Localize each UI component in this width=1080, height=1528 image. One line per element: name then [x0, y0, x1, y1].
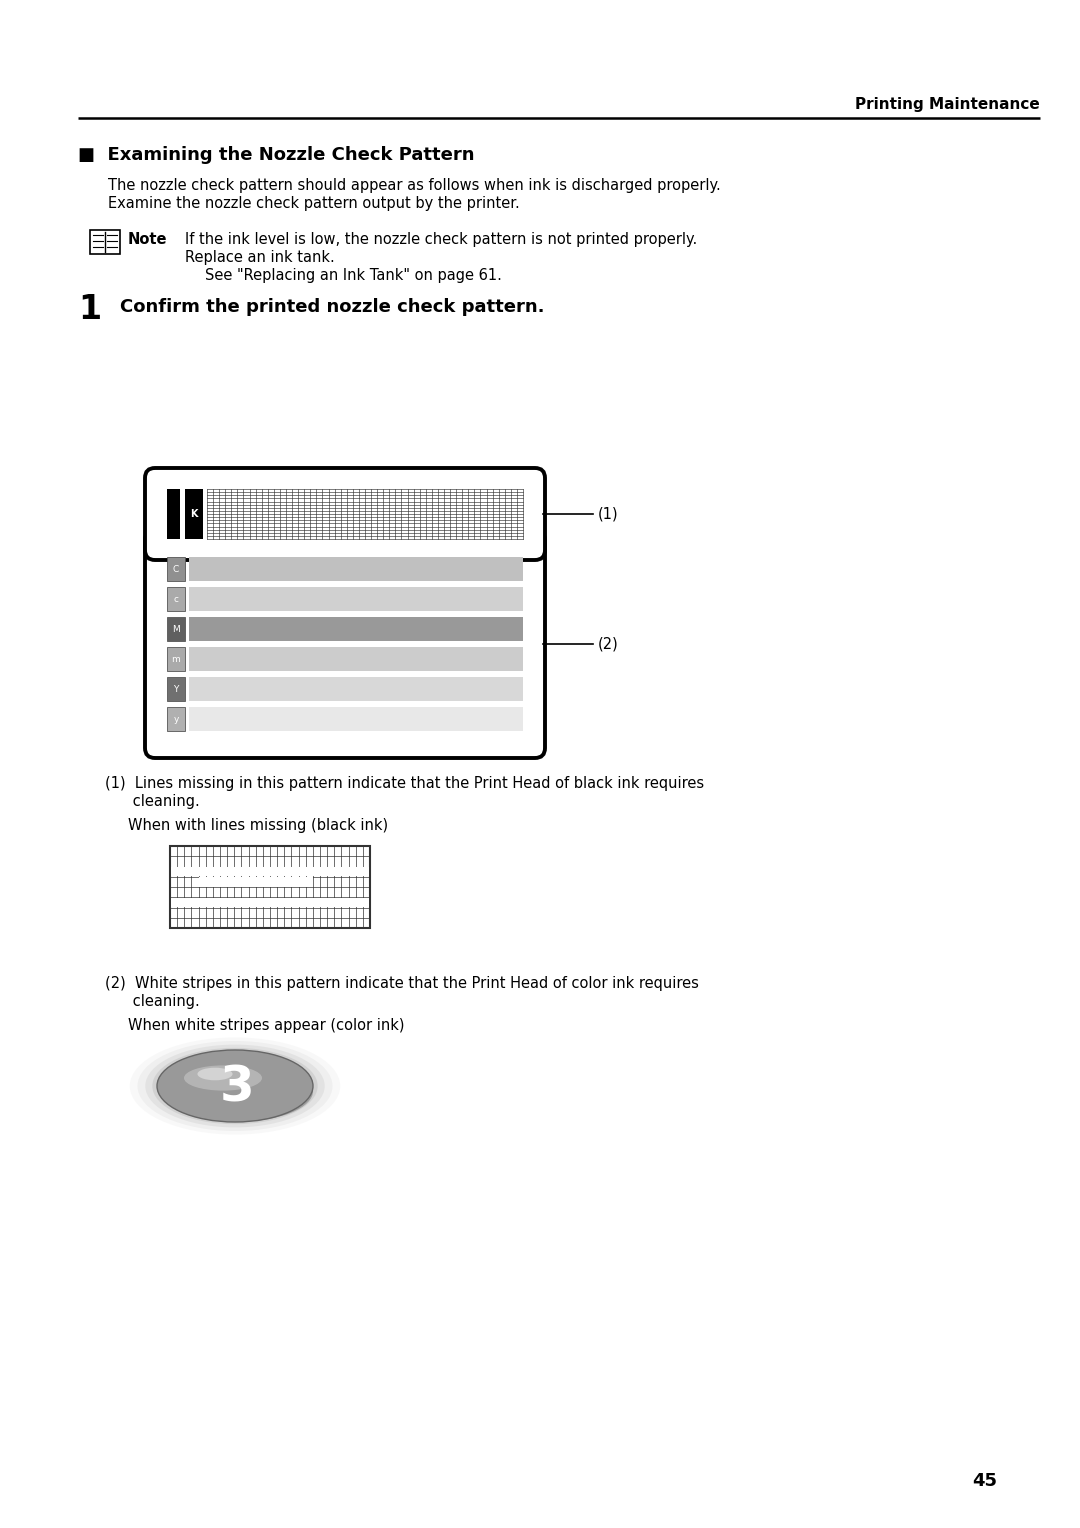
Bar [167, 558, 185, 581]
Bar [171, 866, 369, 876]
Text: Examine the nozzle check pattern output by the printer.: Examine the nozzle check pattern output … [108, 196, 519, 211]
Ellipse shape [152, 1048, 318, 1125]
Text: If the ink level is low, the nozzle check pattern is not printed properly.: If the ink level is low, the nozzle chec… [185, 232, 698, 248]
Text: c: c [174, 594, 178, 604]
FancyBboxPatch shape [145, 530, 545, 758]
Text: Printing Maintenance: Printing Maintenance [855, 96, 1040, 112]
FancyBboxPatch shape [145, 468, 545, 559]
Bar [185, 489, 203, 539]
Text: Note: Note [129, 232, 167, 248]
Text: cleaning.: cleaning. [105, 795, 200, 808]
Bar [90, 231, 120, 254]
Ellipse shape [165, 1060, 313, 1122]
Bar [207, 489, 523, 539]
Bar [167, 646, 185, 671]
Bar [167, 617, 185, 642]
Bar [180, 489, 185, 539]
Text: ■  Examining the Nozzle Check Pattern: ■ Examining the Nozzle Check Pattern [78, 147, 474, 163]
Bar [199, 877, 313, 886]
Text: M: M [172, 625, 180, 634]
Text: K: K [190, 509, 198, 520]
Text: When with lines missing (black ink): When with lines missing (black ink) [129, 817, 388, 833]
Ellipse shape [157, 1050, 313, 1122]
Bar [167, 587, 185, 611]
Text: C: C [173, 564, 179, 573]
Text: cleaning.: cleaning. [105, 995, 200, 1008]
Text: Replace an ink tank.: Replace an ink tank. [185, 251, 335, 264]
Ellipse shape [137, 1041, 333, 1131]
Text: Confirm the printed nozzle check pattern.: Confirm the printed nozzle check pattern… [120, 298, 544, 316]
Bar [171, 898, 369, 908]
Text: 3: 3 [219, 1063, 255, 1112]
Text: Y: Y [173, 685, 178, 694]
Text: (2): (2) [598, 637, 619, 651]
Bar [189, 587, 523, 611]
Ellipse shape [184, 1065, 262, 1091]
Text: y: y [173, 715, 178, 723]
Text: 1: 1 [78, 293, 102, 325]
Text: (1): (1) [598, 506, 619, 521]
Bar [189, 646, 523, 671]
Bar [170, 847, 370, 927]
Bar [189, 707, 523, 730]
Bar [167, 677, 185, 701]
Bar [189, 677, 523, 701]
Text: (1)  Lines missing in this pattern indicate that the Print Head of black ink req: (1) Lines missing in this pattern indica… [105, 776, 704, 792]
Bar [167, 707, 185, 730]
Text: 45: 45 [972, 1471, 998, 1490]
Text: See "Replacing an Ink Tank" on page 61.: See "Replacing an Ink Tank" on page 61. [205, 267, 502, 283]
Text: (2)  White stripes in this pattern indicate that the Print Head of color ink req: (2) White stripes in this pattern indica… [105, 976, 699, 992]
Bar [167, 489, 180, 539]
Ellipse shape [146, 1045, 325, 1128]
Bar [189, 558, 523, 581]
Bar [189, 617, 523, 642]
Text: The nozzle check pattern should appear as follows when ink is discharged properl: The nozzle check pattern should appear a… [108, 177, 720, 193]
Text: m: m [172, 654, 180, 663]
Text: When white stripes appear (color ink): When white stripes appear (color ink) [129, 1018, 405, 1033]
Ellipse shape [130, 1038, 340, 1135]
Ellipse shape [198, 1068, 232, 1080]
